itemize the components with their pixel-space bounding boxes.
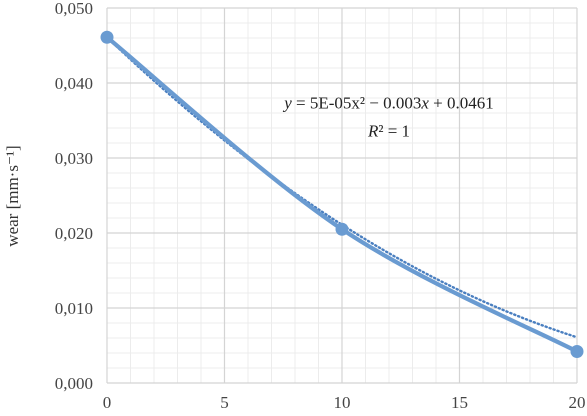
trendline-equation: y = 5E-05x² − 0.003x + 0.0461 — [282, 94, 494, 113]
x-tick-label: 5 — [220, 393, 229, 412]
trendline — [105, 36, 579, 339]
y-tick-label: 0,010 — [55, 299, 93, 318]
y-tick-label: 0,050 — [55, 0, 93, 18]
x-tick-label: 20 — [569, 393, 586, 412]
y-axis-label: wear [mm·s⁻¹] — [3, 145, 22, 246]
r-squared-label-part: R — [367, 122, 379, 141]
y-tick-label: 0,000 — [55, 374, 93, 393]
r-squared-label-part: ² = 1 — [378, 122, 410, 141]
y-tick-label: 0,040 — [55, 74, 93, 93]
trendline-equation-part: = 5E-05x² − 0.003 — [292, 94, 422, 113]
y-tick-label: 0,030 — [55, 149, 93, 168]
series-layer — [100, 30, 584, 358]
trendline-equation-part: y — [282, 94, 292, 113]
data-point — [100, 30, 114, 44]
x-tick-label: 10 — [334, 393, 351, 412]
data-point — [570, 345, 584, 358]
tick-label-layer: 0 5 10 15 20 0,000 0,010 0,020 0,030 0,040 0,050 — [55, 0, 586, 412]
trendline-layer — [105, 36, 579, 339]
r-squared-label: R² = 1 — [367, 122, 410, 141]
x-tick-label: 15 — [451, 393, 468, 412]
trendline-equation-part: + 0.0461 — [429, 94, 494, 113]
trendline-equation-part: x — [420, 94, 429, 113]
x-tick-label: 0 — [103, 393, 112, 412]
data-point — [335, 222, 349, 236]
y-tick-label: 0,020 — [55, 224, 93, 243]
annotation-layer: y = 5E-05x² − 0.003x + 0.0461 R² = 1 — [282, 94, 494, 141]
